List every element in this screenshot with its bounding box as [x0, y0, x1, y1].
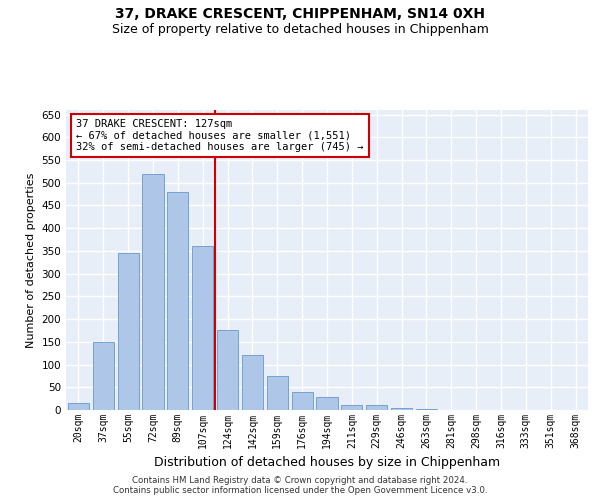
X-axis label: Distribution of detached houses by size in Chippenham: Distribution of detached houses by size …: [154, 456, 500, 469]
Bar: [118, 253, 139, 410]
Bar: [167, 192, 188, 410]
Bar: [341, 404, 362, 410]
Bar: [316, 398, 338, 410]
Y-axis label: Number of detached properties: Number of detached properties: [26, 172, 36, 348]
Bar: [366, 404, 387, 410]
Bar: [192, 246, 213, 410]
Bar: [267, 376, 288, 410]
Bar: [242, 356, 263, 410]
Bar: [142, 174, 164, 410]
Text: Contains HM Land Registry data © Crown copyright and database right 2024.
Contai: Contains HM Land Registry data © Crown c…: [113, 476, 487, 495]
Bar: [391, 408, 412, 410]
Text: 37 DRAKE CRESCENT: 127sqm
← 67% of detached houses are smaller (1,551)
32% of se: 37 DRAKE CRESCENT: 127sqm ← 67% of detac…: [76, 119, 364, 152]
Bar: [292, 392, 313, 410]
Text: 37, DRAKE CRESCENT, CHIPPENHAM, SN14 0XH: 37, DRAKE CRESCENT, CHIPPENHAM, SN14 0XH: [115, 8, 485, 22]
Text: Size of property relative to detached houses in Chippenham: Size of property relative to detached ho…: [112, 22, 488, 36]
Bar: [217, 330, 238, 410]
Bar: [416, 408, 437, 410]
Bar: [68, 403, 89, 410]
Bar: [93, 342, 114, 410]
